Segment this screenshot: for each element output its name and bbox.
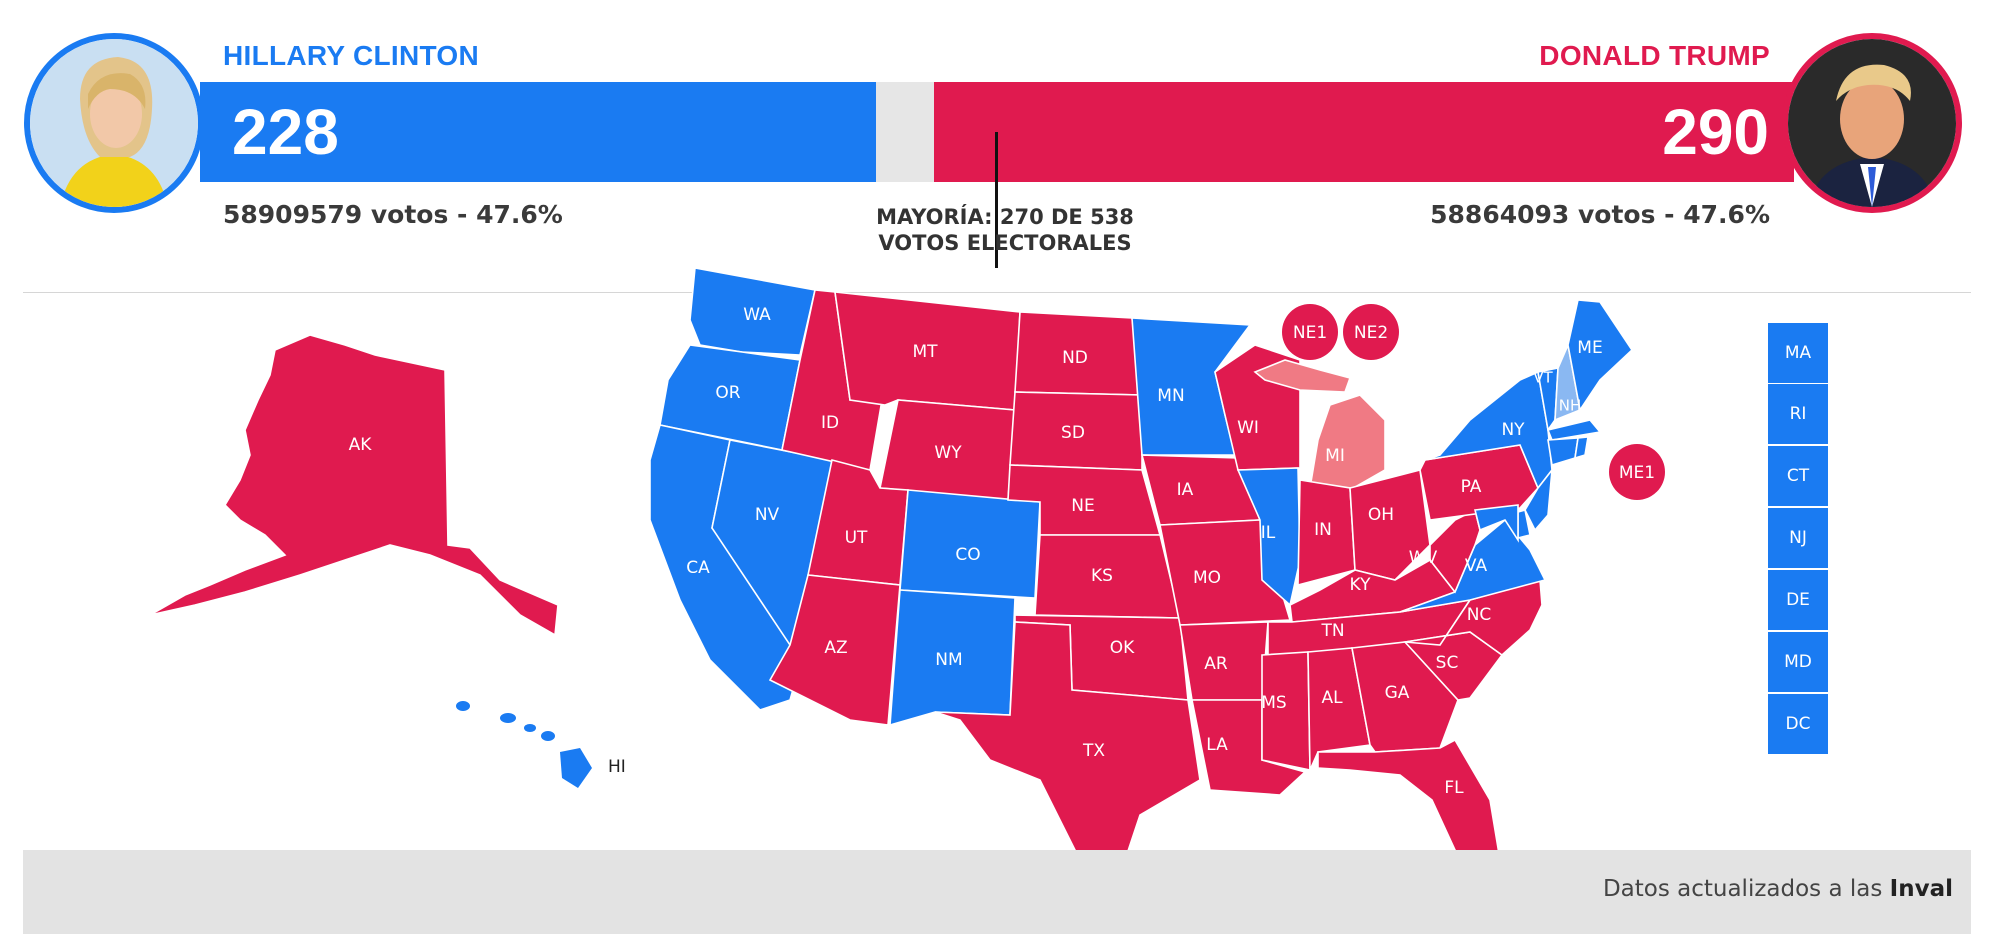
label-OR: OR bbox=[715, 383, 740, 403]
state-AK bbox=[149, 334, 559, 637]
label-MS: MS bbox=[1261, 693, 1286, 713]
label-ID: ID bbox=[821, 413, 839, 433]
state-AL bbox=[1307, 647, 1371, 771]
label-WI: WI bbox=[1237, 418, 1259, 438]
small-state-DC: DC bbox=[1768, 694, 1828, 754]
label-MT: MT bbox=[912, 342, 938, 362]
state-NJ bbox=[1524, 467, 1554, 532]
clinton-electoral-votes: 228 bbox=[232, 96, 339, 168]
label-UT: UT bbox=[845, 528, 868, 548]
label-TX: TX bbox=[1082, 741, 1105, 761]
label-MO: MO bbox=[1193, 568, 1221, 588]
label-LA: LA bbox=[1206, 735, 1228, 755]
label-WA: WA bbox=[743, 305, 771, 325]
label-FL: FL bbox=[1444, 778, 1464, 798]
label-MN: MN bbox=[1157, 386, 1184, 406]
trump-electoral-votes: 290 bbox=[1662, 96, 1769, 168]
label-CA: CA bbox=[686, 558, 710, 578]
state-ME bbox=[1567, 299, 1634, 413]
small-state-RI: RI bbox=[1768, 384, 1828, 444]
clinton-name: HILLARY CLINTON bbox=[223, 40, 479, 71]
update-time: Inval bbox=[1889, 876, 1953, 902]
district-NE1: NE1 bbox=[1282, 304, 1338, 360]
label-NM: NM bbox=[935, 650, 962, 670]
update-prefix: Datos actualizados a las bbox=[1602, 876, 1883, 902]
svg-text:ME1: ME1 bbox=[1619, 463, 1655, 483]
svg-text:NE1: NE1 bbox=[1293, 323, 1327, 343]
state-CO bbox=[899, 489, 1041, 599]
label-NH: NH bbox=[1559, 397, 1582, 415]
label-TN: TN bbox=[1320, 621, 1344, 641]
state-HI bbox=[456, 701, 592, 788]
label-AR: AR bbox=[1204, 654, 1228, 674]
label-OH: OH bbox=[1368, 505, 1394, 525]
state-MO bbox=[1159, 519, 1292, 626]
label-KS: KS bbox=[1091, 566, 1113, 586]
state-MI bbox=[1309, 394, 1386, 491]
state-CT bbox=[1547, 437, 1579, 467]
district-NE2: NE2 bbox=[1343, 304, 1399, 360]
small-state-MD: MD bbox=[1768, 632, 1828, 692]
label-ME: ME bbox=[1577, 338, 1602, 358]
label-IA: IA bbox=[1177, 480, 1194, 500]
trump-name: DONALD TRUMP bbox=[1539, 40, 1770, 71]
svg-text:NE2: NE2 bbox=[1354, 323, 1388, 343]
trump-bar bbox=[934, 82, 1794, 182]
label-SD: SD bbox=[1061, 423, 1085, 443]
label-IL: IL bbox=[1261, 523, 1276, 543]
label-SC: SC bbox=[1436, 653, 1459, 673]
label-ND: ND bbox=[1062, 348, 1088, 368]
clinton-avatar bbox=[24, 33, 204, 213]
label-OK: OK bbox=[1110, 638, 1135, 658]
update-text: Datos actualizados a las Inval bbox=[1603, 876, 1953, 902]
header-divider bbox=[23, 292, 1971, 293]
label-WY: WY bbox=[934, 443, 962, 463]
clinton-popular-votes: 58909579 votos - 47.6% bbox=[223, 200, 563, 229]
label-HI: HI bbox=[608, 757, 626, 777]
majority-line-1: MAYORÍA: 270 DE 538 bbox=[876, 205, 1134, 229]
state-labels: AK WA OR CA NV ID MT WY UT AZ CO NM ND S… bbox=[349, 305, 1603, 798]
majority-line-2: VOTOS ELECTORALES bbox=[878, 231, 1132, 255]
state-RI bbox=[1574, 436, 1589, 460]
label-WV: WV bbox=[1409, 548, 1438, 568]
label-NE: NE bbox=[1071, 496, 1094, 516]
small-state-CT: CT bbox=[1768, 446, 1828, 506]
label-PA: PA bbox=[1461, 477, 1482, 497]
small-state-DE: DE bbox=[1768, 570, 1828, 630]
label-AL: AL bbox=[1321, 688, 1343, 708]
small-state-NJ: NJ bbox=[1768, 508, 1828, 568]
label-NC: NC bbox=[1467, 605, 1492, 625]
small-state-MA: MA bbox=[1768, 323, 1828, 383]
state-MA bbox=[1546, 419, 1602, 441]
state-WV bbox=[1429, 508, 1481, 594]
label-MI: MI bbox=[1325, 446, 1345, 466]
label-VT: VT bbox=[1533, 369, 1553, 387]
district-ME1: ME1 bbox=[1609, 444, 1665, 500]
trump-avatar bbox=[1782, 33, 1962, 213]
state-MD bbox=[1474, 504, 1519, 543]
label-VA: VA bbox=[1465, 556, 1488, 576]
footer-bar: Datos actualizados a las Inval bbox=[23, 850, 1971, 934]
label-AK: AK bbox=[349, 435, 373, 455]
label-NV: NV bbox=[755, 505, 780, 525]
label-AZ: AZ bbox=[824, 638, 847, 658]
label-GA: GA bbox=[1385, 683, 1410, 703]
label-CO: CO bbox=[955, 545, 980, 565]
undecided-bar bbox=[876, 82, 934, 182]
majority-label: MAYORÍA: 270 DE 538 VOTOS ELECTORALES bbox=[845, 204, 1165, 256]
trump-popular-votes: 58864093 votos - 47.6% bbox=[1430, 200, 1770, 229]
label-IN: IN bbox=[1314, 520, 1332, 540]
state-MI-upper bbox=[1253, 359, 1352, 393]
clinton-bar bbox=[200, 82, 876, 182]
majority-marker bbox=[995, 132, 998, 268]
label-NY: NY bbox=[1501, 420, 1525, 440]
label-KY: KY bbox=[1350, 575, 1372, 595]
state-OH bbox=[1349, 469, 1431, 581]
